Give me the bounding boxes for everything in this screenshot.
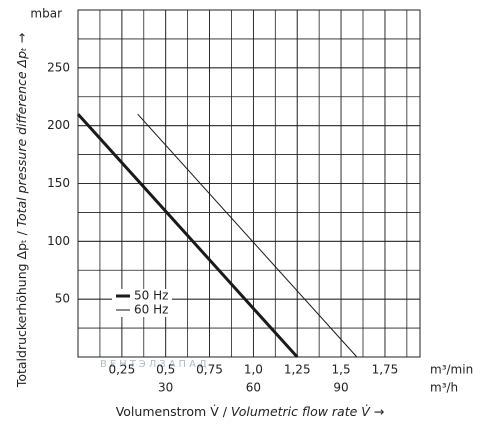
x2-unit: m³/h xyxy=(430,381,458,395)
x-tick-label: 1,25 xyxy=(284,363,311,377)
y-tick-label: 250 xyxy=(47,60,70,74)
y-tick-label: 100 xyxy=(47,234,70,248)
legend-bg xyxy=(112,303,172,317)
x-tick-label: 1,75 xyxy=(372,363,399,377)
legend-label: 60 Hz xyxy=(134,303,168,317)
x-title-en: Volumetric flow rate V̇ → xyxy=(231,404,384,419)
y-title-de: Totaldruckerhöhung Δpₜ / xyxy=(14,227,29,388)
x2-tick-label: 90 xyxy=(333,381,348,395)
watermark: ВЕНТЭЛЗАПАД xyxy=(100,359,210,370)
x-title-de: Volumenstrom V̇ / xyxy=(116,404,231,419)
legend-label: 50 Hz xyxy=(134,289,168,303)
x-unit: m³/min xyxy=(430,363,473,377)
series-line xyxy=(137,113,358,358)
x-tick-label: 1,5 xyxy=(332,363,351,377)
y-tick-label: 50 xyxy=(55,292,70,306)
x-tick-label: 1,0 xyxy=(244,363,263,377)
y-unit: mbar xyxy=(30,7,62,21)
y-tick-label: 200 xyxy=(47,118,70,132)
series-line xyxy=(76,113,299,359)
x-axis-title: Volumenstrom V̇ / Volumetric flow rate V… xyxy=(116,404,385,419)
x-tick-label: 0,5 xyxy=(156,363,175,377)
x2-tick-label: 60 xyxy=(246,381,261,395)
y-title-arrow: → xyxy=(14,33,29,47)
y-title-en: Total pressure difference Δpₜ xyxy=(14,47,29,227)
legend-bg xyxy=(112,289,172,303)
x-tick-label: 0,25 xyxy=(108,363,135,377)
x2-tick-label: 30 xyxy=(158,381,173,395)
y-axis-title: Totaldruckerhöhung Δpₜ / Total pressure … xyxy=(14,33,29,388)
y-tick-label: 150 xyxy=(47,176,70,190)
x-tick-label: 0,75 xyxy=(196,363,223,377)
